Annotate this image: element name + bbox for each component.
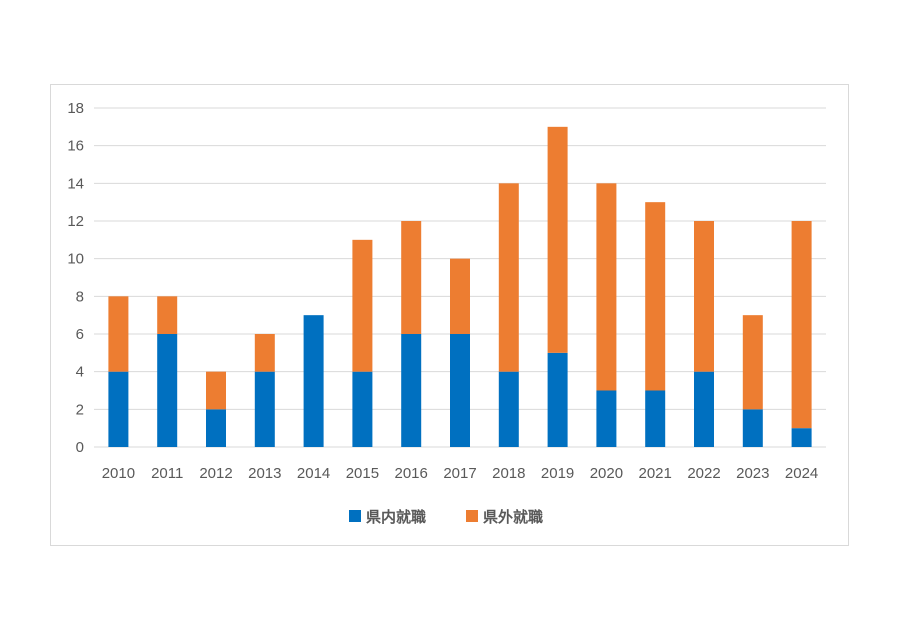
y-tick-label: 0 [76,439,84,456]
bar-in-prefecture-2024 [791,428,812,447]
x-tick-label: 2021 [639,465,672,482]
bar-out-of-prefecture-2021 [645,202,666,391]
bar-in-prefecture-2023 [742,409,763,447]
y-tick-label: 6 [76,326,84,343]
bar-in-prefecture-2013 [254,371,275,447]
x-tick-label: 2012 [199,465,232,482]
bar-out-of-prefecture-2022 [694,221,714,372]
bar-out-of-prefecture-2016 [401,221,422,334]
y-tick-label: 12 [67,213,84,230]
y-tick-label: 14 [67,175,84,192]
legend-label: 県内就職 [366,508,426,526]
bar-in-prefecture-2012 [206,409,226,447]
x-axis-ticks: 2010 2011 2012 2013 2014 2015 2016 2017 2018 2019… [102,465,819,482]
x-tick-label: 2013 [248,465,281,482]
bar-in-prefecture-2010 [108,371,129,447]
x-tick-label: 2016 [395,465,428,482]
x-tick-label: 2015 [346,465,379,482]
bar-in-prefecture-2021 [645,390,666,447]
bar-out-of-prefecture-2010 [108,296,129,372]
bar-out-of-prefecture-2023 [742,315,763,410]
y-tick-label: 4 [76,364,84,381]
bar-in-prefecture-2019 [547,352,568,447]
x-tick-label: 2020 [590,465,623,482]
y-tick-label: 8 [76,288,84,305]
bar-out-of-prefecture-2012 [206,371,226,410]
bar-in-prefecture-2018 [498,371,519,447]
bar-in-prefecture-2016 [401,334,422,447]
chart-frame [50,84,849,546]
x-tick-label: 2018 [492,465,525,482]
x-tick-label: 2022 [687,465,720,482]
x-tick-label: 2019 [541,465,574,482]
x-tick-label: 2011 [151,465,183,482]
bar-in-prefecture-2017 [450,334,470,447]
bar-out-of-prefecture-2024 [791,221,812,429]
bar-in-prefecture-2015 [352,371,373,447]
legend-swatch [466,510,478,522]
legend: 県内就職 県外就職 [349,508,543,526]
bar-in-prefecture-2011 [157,334,178,447]
bar-out-of-prefecture-2015 [352,239,373,372]
bar-out-of-prefecture-2013 [254,334,275,372]
legend-label: 県外就職 [483,508,543,526]
legend-swatch [349,510,361,522]
bar-in-prefecture-2022 [694,371,714,447]
bars [108,126,812,447]
bar-in-prefecture-2020 [596,390,617,447]
y-tick-label: 18 [67,100,84,117]
y-axis-ticks: 0 2 4 6 8 10 12 14 16 18 [67,100,84,456]
bar-out-of-prefecture-2019 [547,126,568,353]
bar-out-of-prefecture-2018 [498,183,519,372]
x-tick-label: 2023 [736,465,769,482]
y-tick-label: 10 [67,251,84,268]
bar-out-of-prefecture-2011 [157,296,178,334]
x-tick-label: 2017 [443,465,476,482]
x-tick-label: 2010 [102,465,135,482]
bar-out-of-prefecture-2020 [596,183,617,391]
y-tick-label: 2 [76,401,84,418]
bar-out-of-prefecture-2017 [450,258,470,334]
y-tick-label: 16 [67,138,84,155]
bar-in-prefecture-2014 [303,315,324,447]
x-tick-label: 2024 [785,465,818,482]
x-tick-label: 2014 [297,465,330,482]
